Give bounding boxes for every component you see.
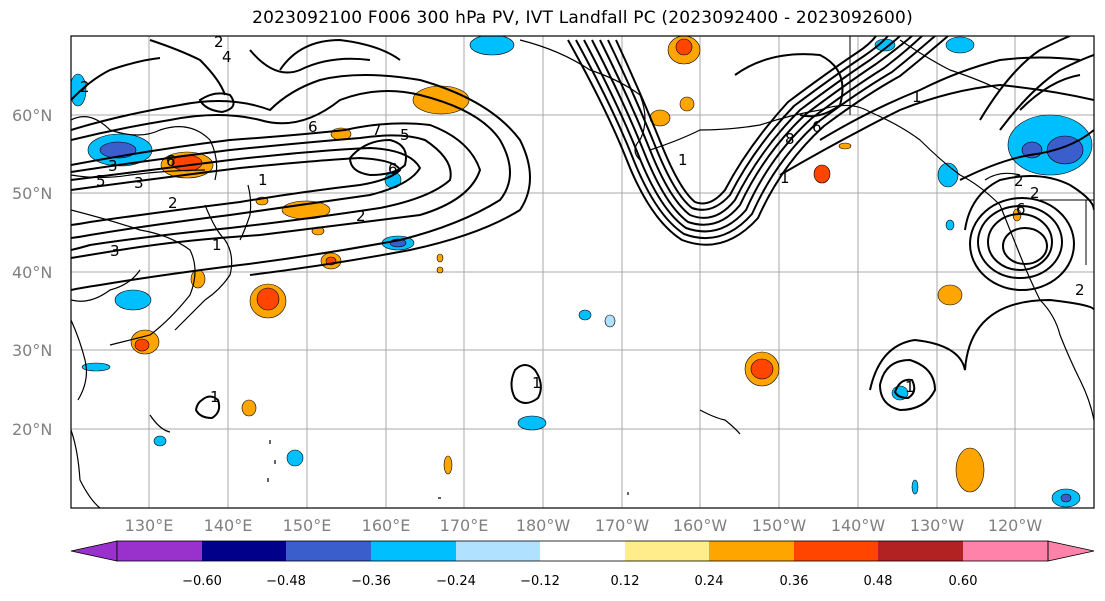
colorbar-extend-low (70, 540, 118, 562)
contour-label: 2 (214, 33, 224, 51)
lon-label: 120°W (988, 516, 1043, 535)
lon-label: 160°W (673, 516, 728, 535)
colorbar-extend-high (1047, 540, 1095, 562)
colorbar-tick-label: 0.48 (864, 574, 893, 589)
contour-label: 5 (96, 172, 106, 190)
colorbar-tick-label: 0.60 (949, 574, 978, 589)
lon-label: 140°W (831, 516, 886, 535)
islands (267, 440, 629, 499)
lat-label: 30°N (12, 341, 52, 360)
pv-contours (71, 36, 1094, 420)
colorbar-segment (117, 541, 202, 561)
colorbar-segment (202, 541, 286, 561)
contour-labels: 2 4 3 5 6 7 6 5 6 3 2 3 1 2 1 8 6 1 1 2 … (80, 33, 1085, 406)
longitude-labels: 130°E 140°E 150°E 160°E 170°E 180°W 170°… (125, 516, 1043, 535)
contour-label: 4 (222, 48, 232, 66)
contour-label: 2 (1075, 281, 1085, 299)
colorbar-tick-labels: −0.60 −0.48 −0.36 −0.24 −0.12 0.12 0.24 … (182, 574, 977, 589)
contour-label: 2 (356, 207, 366, 225)
contour-label: 2 (168, 194, 178, 212)
contour-label: 1 (905, 378, 915, 396)
colorbar-segment (878, 541, 963, 561)
contour-label: 3 (110, 242, 120, 260)
lat-label: 40°N (12, 263, 52, 282)
contour-label: 2 (1014, 172, 1024, 190)
lat-label: 60°N (12, 106, 52, 125)
contour-label: 6 (166, 152, 176, 170)
colorbar-tick-label: −0.36 (351, 574, 391, 589)
colorbar-tick-label: 0.12 (611, 574, 640, 589)
colorbar-tick-label: −0.24 (436, 574, 476, 589)
lon-label: 170°E (440, 516, 489, 535)
contour-label: 1 (912, 88, 922, 106)
colorbar-border (116, 540, 1049, 562)
contour-label: 2 (80, 78, 90, 96)
lon-label: 180°W (516, 516, 571, 535)
lon-label: 140°E (204, 516, 253, 535)
colorbar-segment (371, 541, 456, 561)
colorbar-segment (456, 541, 540, 561)
gridlines (71, 36, 1094, 508)
contour-label: 6 (812, 118, 822, 136)
colorbar-tick-label: −0.12 (520, 574, 560, 589)
colorbar-segment (709, 541, 794, 561)
contour-label: 1 (532, 374, 542, 392)
colorbar (70, 540, 1095, 562)
contour-label: 3 (108, 157, 118, 175)
latitude-labels: 60°N 50°N 40°N 30°N 20°N (12, 106, 52, 439)
contour-label: 8 (785, 130, 795, 148)
colorbar-segment (625, 541, 709, 561)
contour-label: 6 (1016, 200, 1026, 218)
lat-label: 20°N (12, 420, 52, 439)
plot-frame (70, 35, 1095, 509)
lon-label: 130°E (125, 516, 174, 535)
contour-label: 6 (388, 160, 398, 178)
lon-label: 130°W (910, 516, 965, 535)
contour-label: 1 (678, 151, 688, 169)
colorbar-segment (286, 541, 371, 561)
contour-label: 1 (212, 236, 222, 254)
colorbar-segment (540, 541, 625, 561)
contour-label: 6 (308, 118, 318, 136)
contour-label: 1 (258, 171, 268, 189)
colorbar-tick-label: 0.36 (780, 574, 809, 589)
lon-label: 150°W (752, 516, 807, 535)
colorbar-tick-label: 0.24 (695, 574, 724, 589)
colorbar-segment (963, 541, 1048, 561)
lon-label: 170°W (595, 516, 650, 535)
map-title: 2023092100 F006 300 hPa PV, IVT Landfall… (252, 8, 913, 28)
colorbar-tick-label: −0.48 (266, 574, 306, 589)
region-box (849, 36, 1094, 265)
lon-label: 150°E (283, 516, 332, 535)
contour-label: 5 (400, 126, 410, 144)
contour-label: 1 (210, 388, 220, 406)
lon-label: 160°E (362, 516, 411, 535)
contour-label: 2 (1030, 184, 1040, 202)
lat-label: 50°N (12, 184, 52, 203)
colorbar-tick-label: −0.60 (182, 574, 222, 589)
contour-label: 3 (134, 174, 144, 192)
contour-label: 1 (780, 169, 790, 187)
colorbar-segment (794, 541, 878, 561)
contour-label: 7 (372, 121, 382, 139)
